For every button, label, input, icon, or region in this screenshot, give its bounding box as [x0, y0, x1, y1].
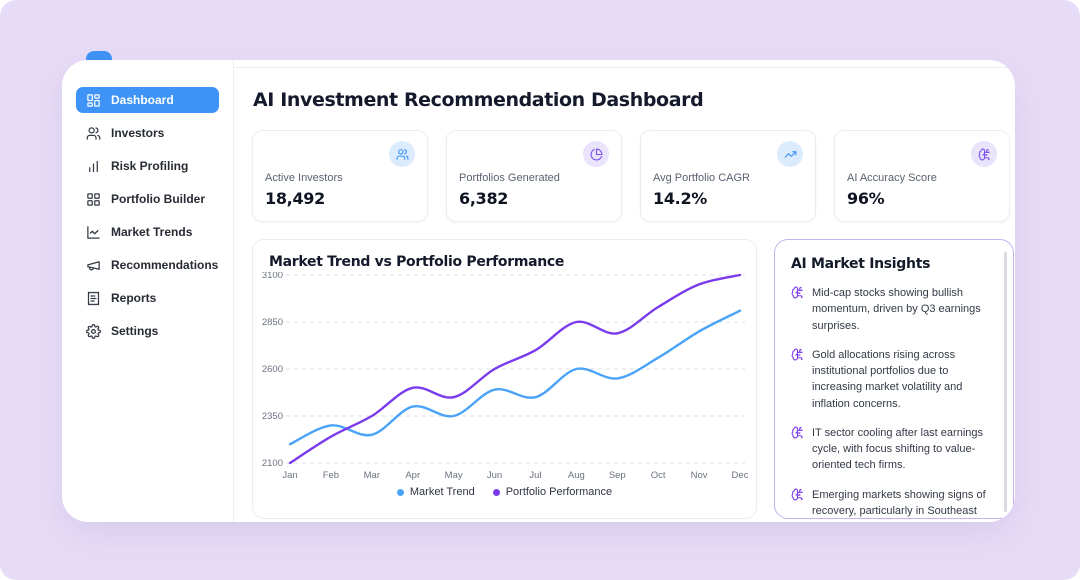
stat-icon-badge [971, 141, 997, 167]
legend-dot [396, 488, 404, 496]
stat-icon-badge [777, 141, 803, 167]
svg-text:Sep: Sep [609, 470, 626, 481]
svg-text:Jul: Jul [529, 470, 541, 481]
brain-circuit-icon [978, 148, 991, 161]
brain-circuit-icon [791, 426, 804, 439]
stat-icon-badge [583, 141, 609, 167]
sidebar-item-label: Market Trends [111, 225, 193, 239]
insight-item: IT sector cooling after last earnings cy… [791, 425, 999, 474]
chart-title: Market Trend vs Portfolio Performance [269, 254, 565, 270]
insight-item: Gold allocations rising across instituti… [791, 347, 999, 412]
svg-text:Dec: Dec [732, 470, 749, 481]
app-container: Dashboard Investors Risk Profiling Portf… [62, 60, 1015, 522]
report-scroll-icon [86, 291, 101, 306]
stat-value: 14.2% [653, 189, 708, 208]
trending-up-icon [784, 148, 797, 161]
insights-title: AI Market Insights [791, 256, 931, 272]
stat-label: Portfolios Generated [459, 172, 560, 184]
brain-circuit-icon [791, 488, 804, 501]
sidebar-item-investors[interactable]: Investors [76, 120, 219, 146]
stat-label: AI Accuracy Score [847, 172, 937, 184]
legend-label: Market Trend [409, 486, 475, 498]
insight-text: Gold allocations rising across instituti… [812, 348, 963, 410]
svg-text:May: May [445, 470, 463, 481]
megaphone-icon [86, 258, 101, 273]
stat-card-active-investors: Active Investors 18,492 [252, 130, 428, 222]
svg-text:2350: 2350 [262, 411, 283, 422]
chart-line-icon [86, 225, 101, 240]
gear-icon [86, 324, 101, 339]
sidebar-item-dashboard[interactable]: Dashboard [76, 87, 219, 113]
sidebar-item-market-trends[interactable]: Market Trends [76, 219, 219, 245]
chart-legend: Market Trend Portfolio Performance [253, 486, 756, 498]
stat-cards-row: Active Investors 18,492 Portfolios Gener… [252, 130, 1015, 222]
ai-market-insights-panel: AI Market Insights Mid-cap stocks showin… [774, 239, 1014, 519]
layout-grid-icon [86, 192, 101, 207]
stat-value: 96% [847, 189, 885, 208]
top-bar [234, 60, 1015, 68]
sidebar-item-label: Dashboard [111, 93, 174, 107]
charts-row: Market Trend vs Portfolio Performance 21… [252, 239, 1015, 519]
legend-item-market-trend[interactable]: Market Trend [396, 486, 475, 498]
stat-label: Active Investors [265, 172, 343, 184]
insights-scrollbar[interactable] [1004, 252, 1007, 512]
page-title: AI Investment Recommendation Dashboard [253, 89, 704, 111]
insight-text: Mid-cap stocks showing bullish momentum,… [812, 287, 981, 332]
bar-chart-icon [86, 159, 101, 174]
svg-text:2850: 2850 [262, 317, 283, 328]
svg-text:2600: 2600 [262, 364, 283, 375]
insight-item: Emerging markets showing signs of recove… [791, 487, 999, 518]
svg-text:Apr: Apr [405, 470, 420, 481]
stat-value: 18,492 [265, 189, 325, 208]
svg-text:Mar: Mar [364, 470, 380, 481]
main-area: AI Investment Recommendation Dashboard A… [234, 60, 1015, 522]
svg-text:Feb: Feb [323, 470, 339, 481]
svg-text:Jan: Jan [282, 470, 297, 481]
brain-circuit-icon [791, 348, 804, 361]
insight-text: Emerging markets showing signs of recove… [812, 488, 986, 517]
users-icon [396, 148, 409, 161]
sidebar-item-label: Reports [111, 291, 157, 305]
stat-card-ai-accuracy: AI Accuracy Score 96% [834, 130, 1010, 222]
performance-chart-card: Market Trend vs Portfolio Performance 21… [252, 239, 757, 519]
line-chart: 2100 2350 2600 2850 3100 Jan Feb Mar Apr May Jun Ju… [262, 272, 749, 481]
stat-icon-badge [389, 141, 415, 167]
sidebar: Dashboard Investors Risk Profiling Portf… [62, 60, 234, 522]
sidebar-item-recommendations[interactable]: Recommendations [76, 252, 219, 278]
svg-text:2100: 2100 [262, 458, 283, 469]
insight-item: Mid-cap stocks showing bullish momentum,… [791, 285, 999, 334]
svg-text:Aug: Aug [568, 470, 585, 481]
legend-label: Portfolio Performance [505, 486, 613, 498]
stat-value: 6,382 [459, 189, 509, 208]
svg-text:Nov: Nov [691, 470, 708, 481]
pie-chart-icon [590, 148, 603, 161]
main-content: AI Investment Recommendation Dashboard A… [234, 68, 1015, 519]
stat-card-portfolios-generated: Portfolios Generated 6,382 [446, 130, 622, 222]
sidebar-item-label: Recommendations [111, 258, 219, 272]
sidebar-item-label: Investors [111, 126, 165, 140]
legend-item-portfolio-performance[interactable]: Portfolio Performance [492, 486, 613, 498]
svg-text:Oct: Oct [651, 470, 666, 481]
sidebar-item-settings[interactable]: Settings [76, 318, 219, 344]
stat-label: Avg Portfolio CAGR [653, 172, 751, 184]
sidebar-item-label: Settings [111, 324, 159, 338]
brain-circuit-icon [791, 286, 804, 299]
layout-dashboard-icon [86, 93, 101, 108]
users-icon [86, 126, 101, 141]
svg-text:Jun: Jun [487, 470, 502, 481]
sidebar-item-portfolio-builder[interactable]: Portfolio Builder [76, 186, 219, 212]
legend-dot [492, 488, 500, 496]
sidebar-item-risk-profiling[interactable]: Risk Profiling [76, 153, 219, 179]
sidebar-item-label: Risk Profiling [111, 159, 189, 173]
sidebar-item-reports[interactable]: Reports [76, 285, 219, 311]
stat-card-avg-portfolio-cagr: Avg Portfolio CAGR 14.2% [640, 130, 816, 222]
insight-text: IT sector cooling after last earnings cy… [812, 426, 983, 472]
sidebar-item-label: Portfolio Builder [111, 192, 205, 206]
svg-text:3100: 3100 [262, 272, 283, 281]
